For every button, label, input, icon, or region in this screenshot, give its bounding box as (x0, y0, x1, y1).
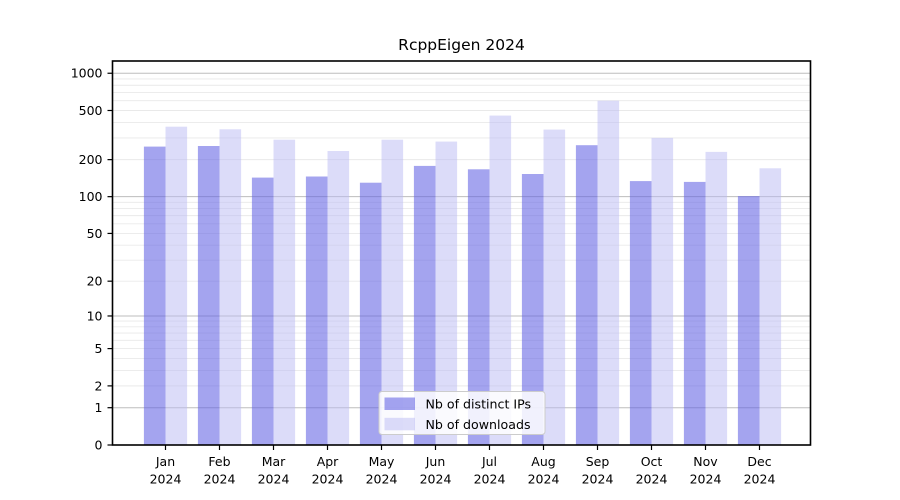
bar-jan-ips (143, 146, 166, 445)
x-tick-month: Jun (425, 454, 446, 469)
x-tick-year: 2024 (744, 472, 776, 487)
plot-border (111, 60, 812, 446)
x-tick-year: 2024 (636, 472, 668, 487)
y-tick-label: 200 (79, 152, 103, 167)
x-tick-year: 2024 (258, 472, 290, 487)
legend-swatch (384, 417, 415, 431)
x-tick-month: Sep (586, 454, 610, 469)
axes-frame: 10005002001005020105210Jan2024Feb2024Mar… (71, 60, 812, 487)
y-tick-label: 1000 (71, 66, 103, 81)
bar-sep-ips (575, 145, 598, 445)
bar-may-downloads (381, 139, 404, 445)
bar-nov-ips (683, 181, 706, 445)
bar-mar-ips (251, 177, 274, 445)
x-tick-month: Mar (262, 454, 286, 469)
x-tick-month: Jan (155, 454, 175, 469)
bar-aug-downloads (543, 129, 566, 445)
bar-apr-ips (305, 176, 328, 445)
y-tick-label: 5 (95, 341, 103, 356)
bar-sep-downloads (597, 100, 620, 445)
y-tick-label: 2 (95, 378, 103, 393)
legend-label: Nb of downloads (426, 417, 531, 432)
x-tick-year: 2024 (690, 472, 722, 487)
x-tick-year: 2024 (312, 472, 344, 487)
y-tick-label: 500 (79, 103, 103, 118)
x-tick-year: 2024 (420, 472, 452, 487)
bar-jun-downloads (435, 141, 458, 445)
bar-aug-ips (521, 174, 544, 445)
x-tick-month: Aug (531, 454, 555, 469)
bar-jun-ips (413, 165, 436, 445)
legend-label: Nb of distinct IPs (426, 397, 532, 412)
x-tick-year: 2024 (528, 472, 560, 487)
x-tick-year: 2024 (366, 472, 398, 487)
x-tick-month: May (369, 454, 395, 469)
legend: Nb of distinct IPs Nb of downloads (378, 391, 546, 435)
bar-apr-downloads (327, 151, 350, 445)
x-tick-month: Nov (693, 454, 718, 469)
bar-may-ips (359, 182, 382, 445)
bar-nov-downloads (705, 151, 728, 445)
x-tick-month: Apr (317, 454, 339, 469)
x-tick-year: 2024 (150, 472, 182, 487)
y-tick-label: 0 (95, 438, 103, 453)
x-tick-month: Feb (208, 454, 230, 469)
bar-jul-ips (467, 169, 490, 446)
series-downloads (165, 100, 782, 446)
bar-dec-downloads (759, 168, 782, 446)
bar-feb-downloads (219, 129, 242, 446)
bar-series (143, 100, 782, 446)
y-tick-label: 1 (95, 400, 103, 415)
x-tick-month: Dec (747, 454, 771, 469)
x-tick-year: 2024 (582, 472, 614, 487)
y-tick-label: 20 (87, 274, 103, 289)
bar-dec-ips (737, 196, 760, 445)
bar-mar-downloads (273, 139, 296, 445)
x-tick-month: Oct (641, 454, 663, 469)
series-distinct-ips (143, 145, 760, 446)
y-tick-label: 50 (87, 226, 103, 241)
x-tick-year: 2024 (204, 472, 236, 487)
y-tick-label: 100 (79, 189, 103, 204)
chart-title: RcppEigen 2024 (398, 36, 525, 54)
x-tick-year: 2024 (474, 472, 506, 487)
bar-jul-downloads (489, 115, 512, 445)
legend-swatch (384, 397, 415, 410)
bar-oct-downloads (651, 137, 674, 445)
bar-jan-downloads (165, 126, 188, 445)
bar-feb-ips (197, 146, 220, 445)
legend-box (378, 391, 546, 435)
y-tick-label: 10 (87, 309, 103, 324)
bar-oct-ips (629, 181, 652, 445)
x-tick-month: Jul (481, 454, 497, 469)
